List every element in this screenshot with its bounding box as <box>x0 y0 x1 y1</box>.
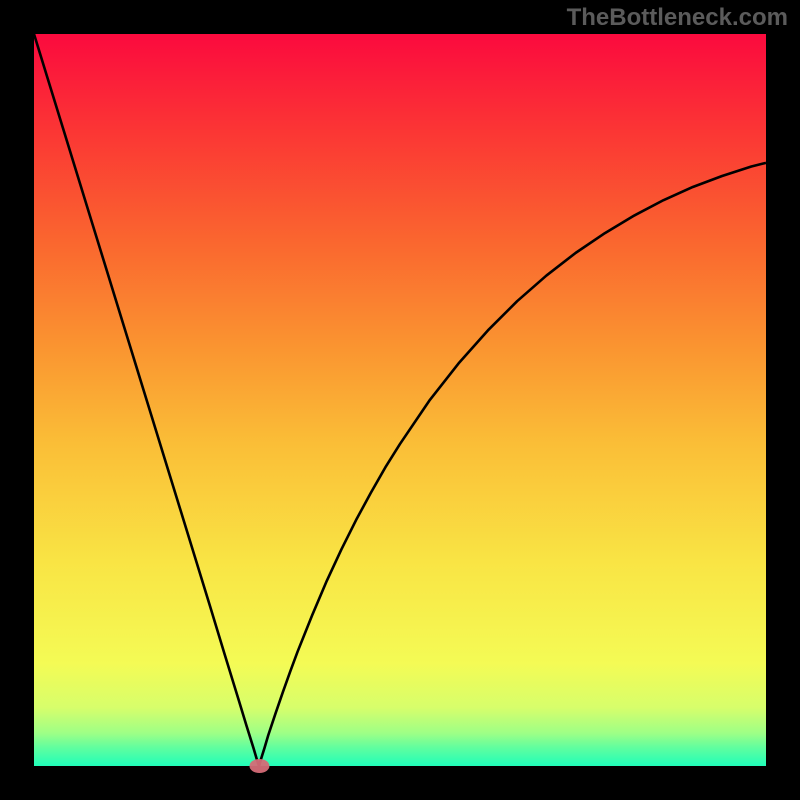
plot-area <box>0 0 800 800</box>
chart-frame: TheBottleneck.com <box>0 0 800 800</box>
watermark-text: TheBottleneck.com <box>567 4 788 32</box>
gradient-background <box>34 34 766 766</box>
optimum-marker <box>249 759 269 773</box>
